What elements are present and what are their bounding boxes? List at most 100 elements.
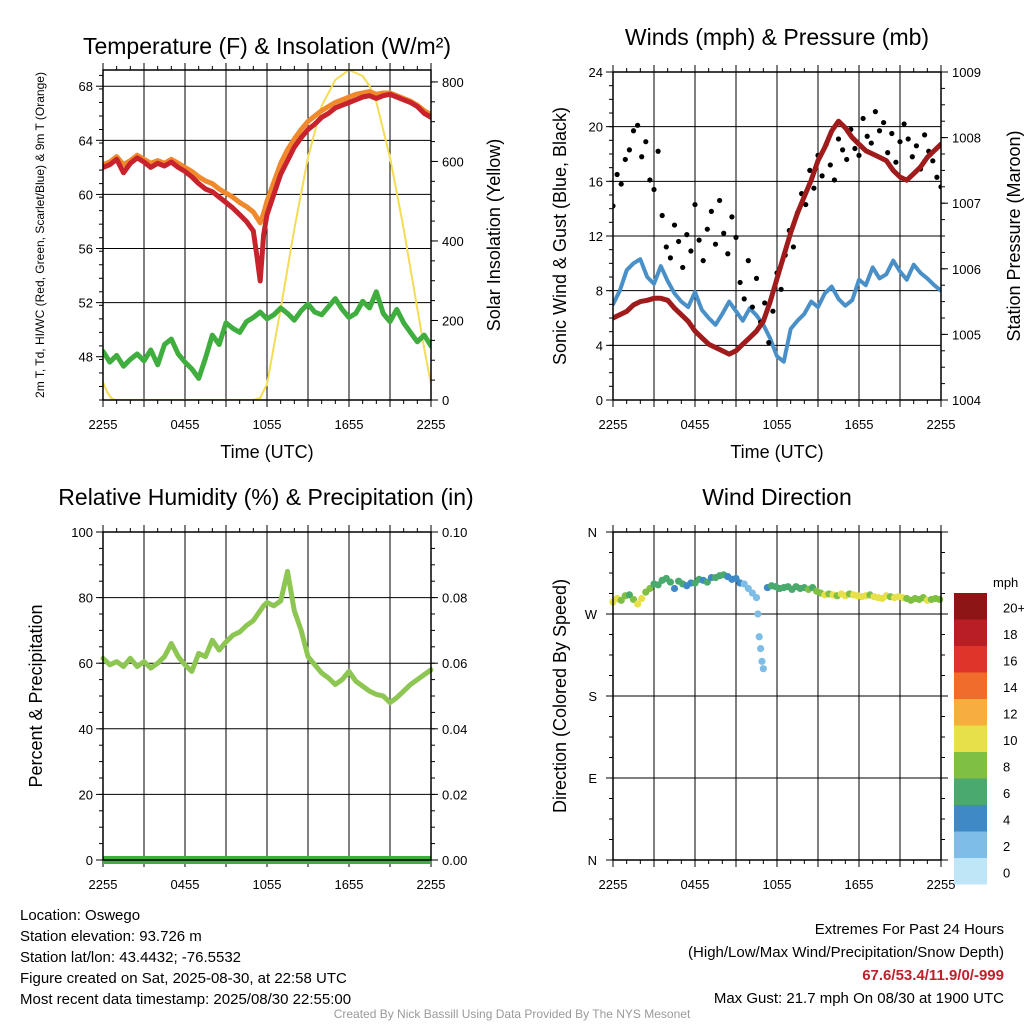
- gust-point: [725, 251, 731, 257]
- gust-point: [913, 143, 920, 149]
- gust-point: [790, 244, 797, 250]
- gust-point: [712, 241, 719, 247]
- extremes-subtitle: (High/Low/Max Wind/Precipitation/Snow De…: [688, 944, 1004, 961]
- y2-tick-label: 0.00: [442, 853, 467, 868]
- gust-point: [663, 244, 669, 250]
- y2-axis-label: Solar Insolation (Yellow): [484, 139, 504, 331]
- gust-point: [622, 156, 628, 163]
- gust-point: [745, 258, 751, 264]
- panel-1: 2255 0455 1055 1655 2255 Temperature (F) & In…: [33, 33, 504, 462]
- gust-point: [827, 162, 833, 168]
- gust-point: [922, 132, 928, 138]
- y2-tick-label: 0: [442, 393, 449, 408]
- series-9m-temperature: [103, 89, 431, 226]
- gust-point: [762, 300, 768, 306]
- gust-point: [680, 264, 686, 271]
- gust-point: [635, 122, 641, 128]
- colorbar-swatch: [954, 672, 987, 699]
- colorbar-swatch: [954, 725, 987, 752]
- gust-point: [909, 154, 915, 160]
- extremes-panel: Extremes For Past 24 Hours (High/Low/Max…: [688, 918, 1004, 1010]
- chart-title: Winds (mph) & Pressure (mb): [625, 24, 929, 50]
- gust-point: [753, 275, 760, 281]
- gust-point: [684, 232, 690, 238]
- x-tick-label: 0455: [171, 877, 200, 892]
- chart-title: Relative Humidity (%) & Precipitation (i…: [58, 484, 473, 510]
- y2-tick-label: 800: [442, 75, 464, 90]
- gust-point: [889, 130, 895, 137]
- colorbar-swatch: [954, 619, 987, 646]
- panel-4: 2255 0455 1055 1655 2255 Wind Direction N E S W N D…: [550, 484, 1024, 892]
- y-tick-label: 60: [79, 187, 93, 202]
- direction-point: [754, 610, 762, 618]
- series-relative-humidity: [100, 568, 434, 706]
- gust-point: [749, 304, 756, 310]
- x-tick-label: 2255: [927, 417, 956, 432]
- direction-point: [752, 594, 761, 602]
- max-gust: Max Gust: 21.7 mph On 08/30 at 1900 UTC: [713, 990, 1004, 1007]
- x-tick-label: 1055: [763, 877, 792, 892]
- gust-point: [885, 150, 891, 156]
- plot-frame: [102, 531, 432, 861]
- colorbar-label: 0: [1003, 865, 1010, 880]
- y-tick-label: 48: [79, 350, 93, 365]
- series-group: [613, 109, 941, 364]
- colorbar-swatch: [954, 699, 987, 726]
- y2-tick-label: 1005: [952, 327, 981, 342]
- x-tick-label: 0455: [171, 417, 200, 432]
- colorbar-label: 10: [1003, 733, 1017, 748]
- colorbar-swatch: [954, 831, 987, 858]
- y2-tick-label: 1004: [952, 393, 981, 408]
- x-tick-label: 0455: [681, 417, 710, 432]
- y-tick-label: 100: [71, 525, 93, 540]
- panel-2: 2255 0455 1055 1655 2255 Winds (mph) & Pressu…: [550, 24, 1024, 462]
- gust-point: [852, 145, 858, 152]
- x-tick-label: 2255: [927, 877, 956, 892]
- gust-point: [700, 258, 706, 264]
- colorbar-label: 16: [1003, 653, 1017, 668]
- gust-point: [803, 201, 809, 208]
- gust-point: [901, 121, 907, 127]
- gust-point: [704, 226, 710, 232]
- direction-point: [670, 584, 679, 593]
- y-tick-label: 80: [79, 591, 93, 606]
- gust-point: [692, 201, 698, 208]
- gust-point: [856, 152, 862, 158]
- gust-point: [811, 185, 817, 191]
- gust-point: [860, 115, 866, 122]
- gust-point: [876, 128, 883, 134]
- plot-frame: [612, 531, 942, 861]
- series-solar-insolation: [103, 70, 431, 400]
- gust-point: [655, 148, 661, 154]
- gust-point: [770, 308, 776, 314]
- series-sonic-wind: [613, 257, 941, 364]
- y-tick-label: N: [588, 853, 597, 868]
- y2-tick-label: 0.06: [442, 656, 467, 671]
- colorbar-label: 2: [1003, 839, 1010, 854]
- y2-tick-label: 0.04: [442, 722, 467, 737]
- series-group: [103, 70, 431, 400]
- recent-data-timestamp: Most recent data timestamp: 2025/08/30 2…: [20, 991, 352, 1008]
- x-axis-label: Time (UTC): [730, 442, 823, 462]
- direction-point: [759, 665, 767, 673]
- x-tick-label: 2255: [89, 877, 118, 892]
- y2-tick-label: 0.08: [442, 591, 467, 606]
- gust-point: [905, 136, 911, 142]
- direction-point: [755, 633, 763, 641]
- gust-point: [897, 139, 903, 145]
- y-tick-label: 20: [79, 787, 93, 802]
- gust-point: [647, 177, 653, 183]
- y-tick-label: W: [585, 607, 598, 622]
- colorbar-label: 20+: [1003, 600, 1024, 615]
- gust-point: [667, 255, 674, 261]
- series-2m-temperature: [103, 91, 431, 284]
- gust-point: [626, 147, 633, 153]
- y-tick-label: 68: [79, 79, 93, 94]
- station-elevation: Station elevation: 93.726 m: [20, 928, 202, 945]
- y-tick-label: 20: [589, 120, 603, 135]
- x-tick-label: 1655: [845, 417, 874, 432]
- station-location: Location: Oswego: [20, 907, 141, 924]
- y2-tick-label: 0.02: [442, 787, 467, 802]
- gust-point: [676, 238, 682, 245]
